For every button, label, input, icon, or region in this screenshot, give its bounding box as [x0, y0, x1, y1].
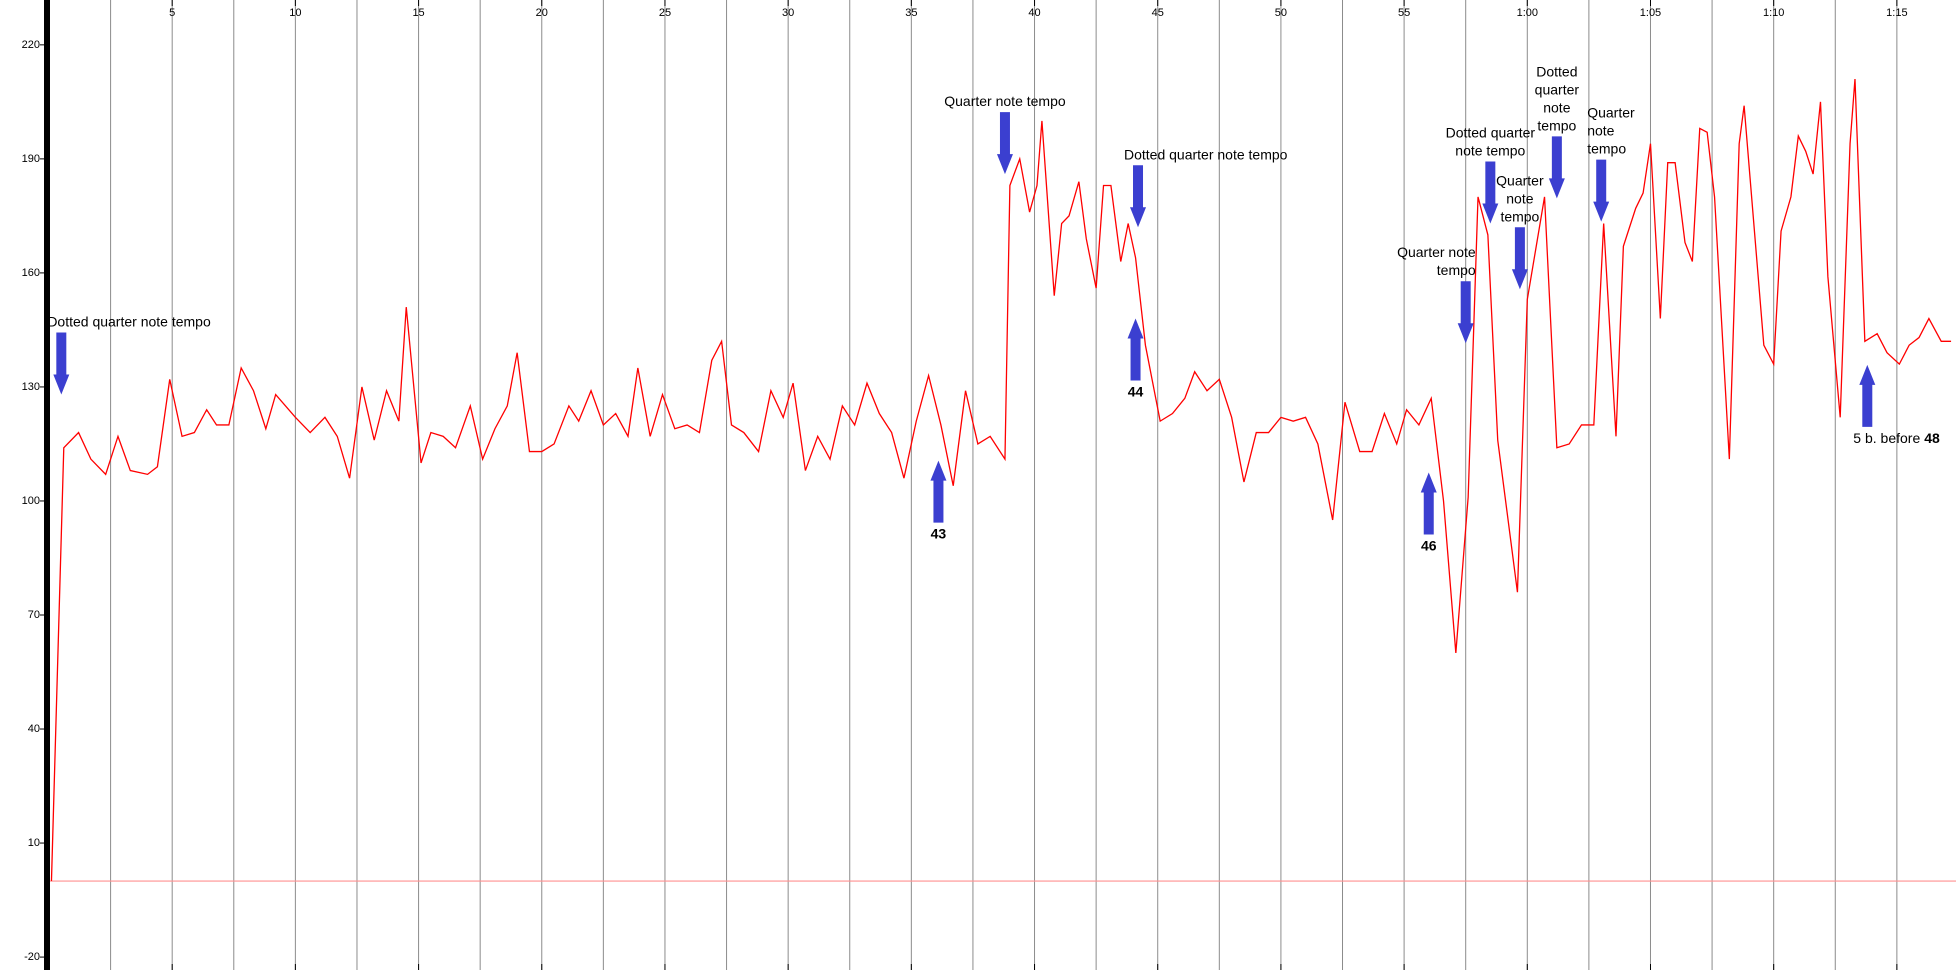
annotation-arrow	[1130, 165, 1147, 228]
x-tick-label: 55	[1398, 7, 1410, 19]
annotation-text: Quarter	[1587, 105, 1635, 121]
annotation-text: Dotted quarter	[1446, 124, 1536, 140]
annotation-arrow	[1482, 161, 1499, 224]
annotation-line: Dotted quarter note tempo	[1124, 146, 1288, 162]
marks	[49, 79, 1956, 882]
annotation-arrow	[1420, 472, 1437, 535]
x-tick-label: 30	[782, 7, 794, 19]
x-tick-label: 1:10	[1763, 7, 1784, 19]
y-tick-label: -20	[24, 951, 40, 963]
annotation-text: 44	[1128, 384, 1144, 400]
annotation-line: Dotted	[1536, 63, 1577, 79]
annotation-text: tempo	[1437, 262, 1476, 278]
annotation-text: Quarter note	[1397, 244, 1476, 260]
annotation-arrow	[1548, 136, 1565, 199]
annotation-text: note	[1543, 99, 1570, 115]
annotation-text: tempo	[1587, 141, 1626, 157]
annotation-line: Quarter note tempo	[944, 93, 1066, 109]
annotation-arrow	[996, 112, 1013, 175]
annotation-arrow	[1127, 318, 1144, 381]
annotation-text: Quarter	[1496, 172, 1544, 188]
annotation-line: 44	[1128, 384, 1144, 400]
grid	[40, 0, 1898, 970]
annotation-text: Dotted quarter note tempo	[1124, 146, 1288, 162]
annotation-text: note	[1506, 190, 1533, 206]
annotation-line: 5 b. before	[1853, 430, 1920, 446]
x-tick-label: 40	[1028, 7, 1040, 19]
x-tick-label: 50	[1275, 7, 1287, 19]
annotation-text: tempo	[1537, 117, 1576, 133]
x-tick-label: 1:00	[1517, 7, 1538, 19]
x-tick-label: 25	[659, 7, 671, 19]
annotation-line: tempo	[1537, 117, 1576, 133]
x-tick-label: 1:05	[1640, 7, 1661, 19]
y-tick-label: 220	[22, 39, 40, 51]
annotation-arrow	[53, 332, 70, 395]
x-tick-label: 45	[1152, 7, 1164, 19]
annotation-line: Dotted quarter note tempo	[47, 314, 211, 330]
annotation-text: 43	[931, 526, 947, 542]
x-tick-label: 20	[536, 7, 548, 19]
annotation-arrow	[1593, 159, 1610, 222]
annotation-text: note	[1587, 123, 1614, 139]
annotation-text: 5 b. before 48	[1853, 430, 1940, 446]
annotation-bold: 48	[1924, 430, 1940, 446]
annotation-line: tempo	[1587, 141, 1626, 157]
annotation-line: note tempo	[1455, 142, 1525, 158]
y-tick-label: 10	[28, 837, 40, 849]
annotation-arrow	[1457, 281, 1474, 344]
y-axis-bar	[44, 0, 50, 970]
annotation-text: Quarter note tempo	[944, 93, 1066, 109]
annotation-line: tempo	[1437, 262, 1476, 278]
x-tick-label: 5	[169, 7, 175, 19]
annotation-arrow	[930, 460, 947, 523]
annotation-arrow	[1511, 227, 1528, 290]
x-tick-label: 15	[412, 7, 424, 19]
x-tick-label: 1:15	[1886, 7, 1907, 19]
y-tick-label: 160	[22, 267, 40, 279]
annotation-line: 46	[1421, 537, 1437, 553]
annotation-text: quarter	[1535, 81, 1580, 97]
annotation-line: Quarter note	[1397, 244, 1476, 260]
annotation-line: note	[1506, 190, 1533, 206]
x-tick-label: 35	[905, 7, 917, 19]
y-tick-label: 130	[22, 381, 40, 393]
annotation-text: Dotted quarter note tempo	[47, 314, 211, 330]
y-tick-label: 190	[22, 153, 40, 165]
labels: 5 10 15 20 25 30 35 40 45 50 55 1:00 1:05 1:10 1:15 220…	[22, 7, 1940, 963]
tempo-line	[50, 79, 1952, 882]
annotation-line: note	[1543, 99, 1570, 115]
y-tick-label: 100	[22, 495, 40, 507]
annotation-line: quarter	[1535, 81, 1580, 97]
annotation-line: Dotted quarter	[1446, 124, 1536, 140]
y-tick-label: 40	[28, 723, 40, 735]
annotation-text: tempo	[1500, 208, 1539, 224]
annotation-line: Quarter	[1587, 105, 1635, 121]
annotation-line: 43	[931, 526, 947, 542]
annotation-line: tempo	[1500, 208, 1539, 224]
annotation-arrow	[1859, 364, 1876, 427]
annotation-line: Quarter	[1496, 172, 1544, 188]
y-tick-label: 70	[28, 609, 40, 621]
annotation-text: note tempo	[1455, 142, 1525, 158]
annotation-text: 46	[1421, 537, 1437, 553]
annotation-line: note	[1587, 123, 1614, 139]
annotation-text: Dotted	[1536, 63, 1577, 79]
x-tick-label: 10	[289, 7, 301, 19]
